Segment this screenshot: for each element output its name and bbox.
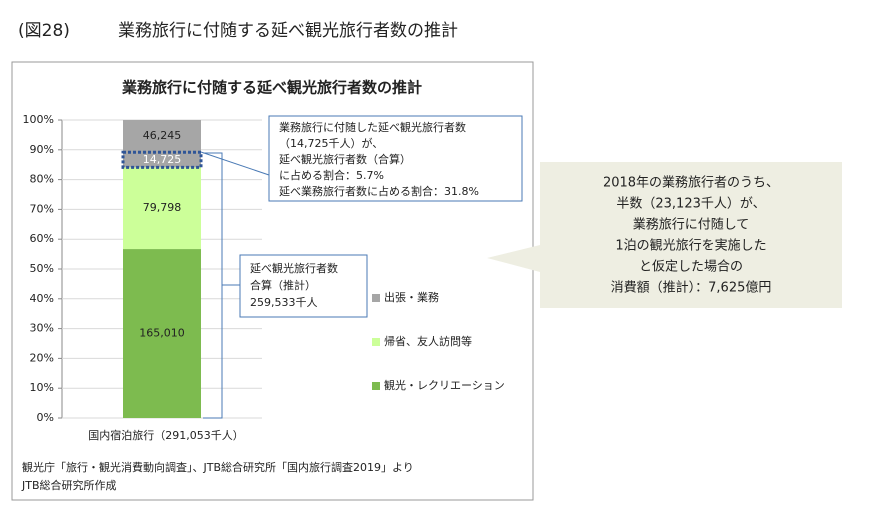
y-tick-label: 30% [30, 322, 54, 335]
y-tick-label: 40% [30, 292, 54, 305]
callout-text: 消費額（推計）：7,625億円 [611, 280, 772, 296]
annotation-text: 延べ業務旅行者数に占める割合：31.8% [279, 184, 479, 198]
annotation-text: （14,725千人）が、 [279, 136, 383, 150]
legend-swatch [372, 382, 380, 390]
source-text: 観光庁「旅行・観光消費動向調査」、JTB総合研究所「国内旅行調査2019」より [22, 460, 414, 474]
x-tick-label: 国内宿泊旅行（291,053千人） [88, 428, 244, 442]
y-tick-label: 60% [30, 232, 54, 245]
callout-text: 2018年の業務旅行者のうち、 [603, 175, 779, 191]
annotation-text: 259,533千人 [250, 296, 318, 309]
overlay-label: 14,725 [143, 153, 182, 166]
legend-label: 観光・レクリエーション [384, 378, 505, 392]
source-text: JTB総合研究所作成 [21, 478, 117, 492]
figure-number: (図28) [18, 21, 70, 41]
y-tick-label: 0% [37, 411, 54, 424]
page-title: 業務旅行に付随する延べ観光旅行者数の推計 [118, 21, 458, 41]
legend-swatch [372, 294, 380, 302]
y-tick-label: 70% [30, 202, 54, 215]
connector [200, 151, 270, 176]
callout-text: 半数（23,123千人）が、 [616, 197, 765, 212]
annotation-text: 業務旅行に付随した延べ観光旅行者数 [279, 120, 466, 134]
callout-box [487, 162, 842, 308]
legend-label: 出張・業務 [384, 290, 439, 304]
chart-title: 業務旅行に付随する延べ観光旅行者数の推計 [121, 79, 422, 97]
y-tick-label: 20% [30, 351, 54, 364]
overlay-box [121, 150, 203, 169]
bar-segment [123, 120, 201, 168]
legend-label: 帰省、友人訪問等 [384, 334, 472, 348]
callout-text: 業務旅行に付随して [633, 217, 750, 233]
annotation-text: に占める割合：5.7% [279, 168, 384, 182]
y-tick-label: 90% [30, 143, 54, 156]
annotation-text: 延べ観光旅行者数 [250, 261, 338, 275]
annotation-box [268, 115, 523, 202]
data-label: 79,798 [143, 201, 182, 214]
annotation-text: 延べ観光旅行者数（合算） [279, 152, 411, 166]
y-tick-label: 10% [30, 381, 54, 394]
bar-segment [123, 167, 201, 250]
brace [203, 152, 240, 419]
y-tick-label: 50% [30, 262, 54, 275]
data-label: 165,010 [139, 327, 185, 340]
y-tick-label: 100% [23, 113, 54, 126]
annotation-box [239, 254, 368, 318]
legend-swatch [372, 338, 380, 346]
y-tick-label: 80% [30, 173, 54, 186]
annotation-text: 合算（推計） [250, 278, 316, 292]
data-label: 46,245 [143, 129, 182, 142]
bar-segment [123, 249, 201, 418]
callout-text: 1泊の観光旅行を実施した [615, 238, 766, 254]
callout-text: と仮定した場合の [639, 260, 743, 275]
